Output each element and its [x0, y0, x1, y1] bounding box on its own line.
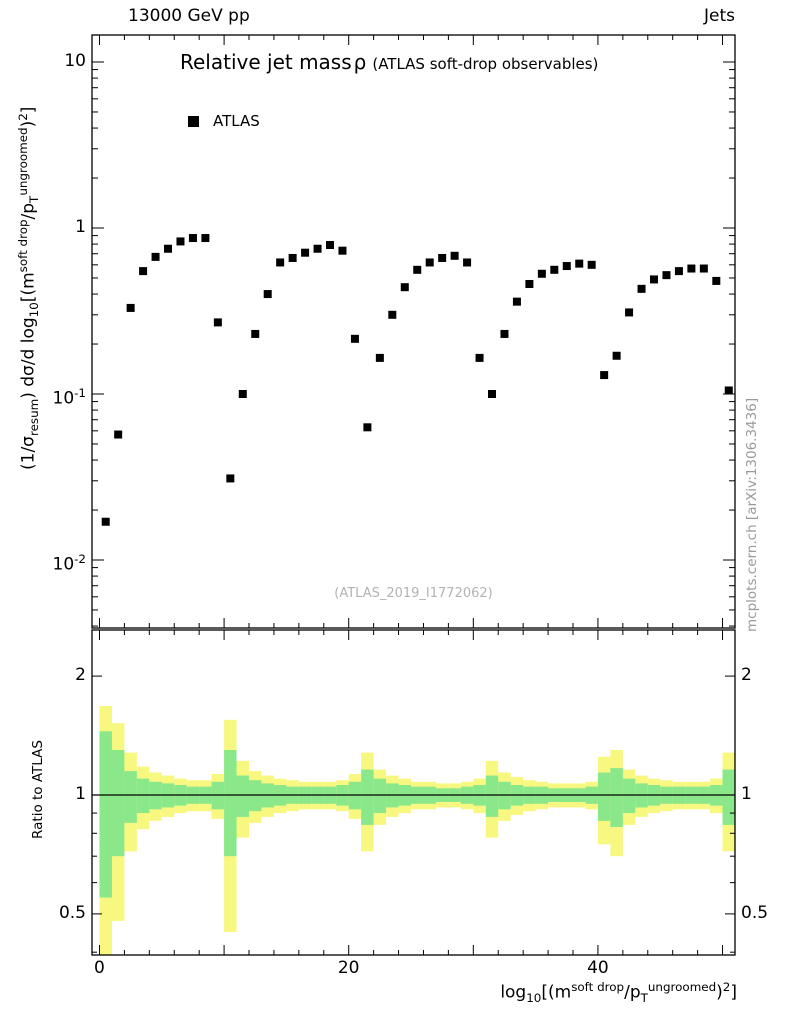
ratio-panel-frame — [91, 629, 736, 956]
ratio-tick-label-left: 2 — [75, 665, 86, 686]
legend-label: ATLAS — [213, 112, 260, 130]
x-tick-label: 20 — [337, 958, 360, 978]
process-label: Jets — [704, 6, 735, 26]
ratio-band-outer — [99, 706, 735, 955]
y-tick-label: 10 — [64, 51, 86, 71]
legend-marker-square-icon — [188, 115, 199, 127]
x-tick-label: 40 — [587, 958, 609, 978]
ratio-tick-label-right: 2 — [741, 665, 752, 686]
y-tick-label: 10-2 — [52, 552, 87, 575]
plot-title: Relative jet mass ρ (ATLAS soft-drop obser… — [180, 50, 598, 74]
ratio-tick-label-right: 1 — [741, 784, 752, 804]
x-axis-label: log10[(msoft drop/pTungroomed)2] — [500, 980, 737, 1006]
data-markers — [101, 234, 733, 526]
plot-title-text: Relative jet mass — [180, 50, 352, 74]
legend: ATLAS — [188, 112, 260, 130]
main-panel-frame — [91, 34, 736, 629]
ratio-tick-label-right: 0.5 — [741, 902, 769, 923]
y-tick-label: 1 — [75, 217, 86, 237]
side-note: mcplots.cern.ch [arXiv:1306.3436] — [744, 397, 760, 632]
x-tick-label: 0 — [94, 958, 105, 978]
axis-ticks — [92, 35, 735, 955]
plot-title-symbol: ρ — [353, 50, 367, 74]
beam-energy-label: 13000 GeV pp — [128, 6, 250, 26]
ratio-tick-label-left: 1 — [75, 784, 86, 804]
ratio-tick-label-left: 0.5 — [58, 902, 86, 923]
watermark: (ATLAS_2019_I1772062) — [334, 586, 493, 601]
plot-title-note: (ATLAS soft-drop observables) — [372, 55, 599, 73]
y-tick-label: 10-1 — [52, 386, 87, 409]
